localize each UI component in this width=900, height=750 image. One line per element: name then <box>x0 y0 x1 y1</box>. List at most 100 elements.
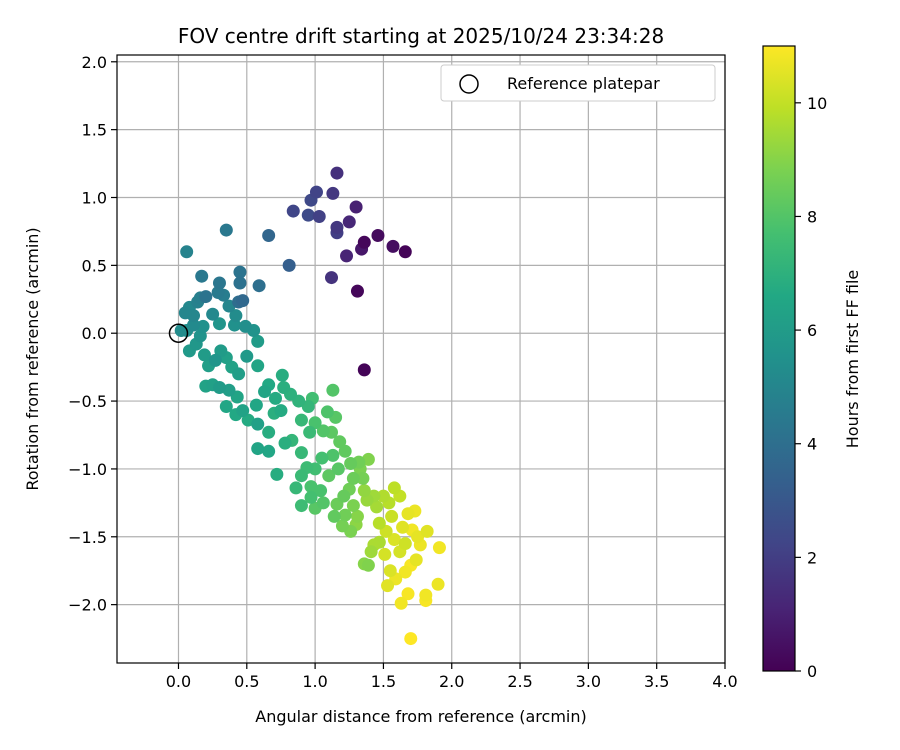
y-tick-label: 0.5 <box>82 256 107 275</box>
colorbar-gradient <box>762 45 796 672</box>
scatter-point <box>420 524 434 538</box>
scatter-point <box>268 391 282 405</box>
scatter-point <box>404 632 418 646</box>
scatter-point <box>228 318 242 332</box>
scatter-point <box>371 229 385 242</box>
scatter-point <box>315 451 329 465</box>
scatter-point <box>308 416 322 430</box>
scatter-point <box>294 413 308 427</box>
legend-label: Reference platepar <box>507 74 660 93</box>
scatter-point <box>401 507 415 521</box>
scatter-point <box>236 294 250 308</box>
scatter-point <box>270 467 284 481</box>
scatter-point <box>212 381 226 394</box>
scatter-point <box>357 484 371 498</box>
scatter-point <box>262 444 276 458</box>
y-tick-label: 1.0 <box>82 189 107 208</box>
scatter-point <box>325 271 339 285</box>
scatter-point <box>411 530 425 544</box>
scatter-point <box>195 269 209 283</box>
scatter-point <box>197 348 211 362</box>
scatter-point <box>401 587 415 601</box>
colorbar-tick-label: 4 <box>807 435 817 454</box>
scatter-point <box>219 400 233 413</box>
scatter-point <box>208 353 222 367</box>
scatter-point <box>289 481 303 495</box>
x-tick-label: 0.0 <box>166 672 191 691</box>
scatter-point <box>278 436 292 450</box>
scatter-point <box>346 499 360 513</box>
x-axis-label: Angular distance from reference (arcmin) <box>255 707 586 726</box>
scatter-point <box>178 306 192 320</box>
scatter-point <box>361 558 375 572</box>
scatter-point <box>294 469 308 483</box>
scatter-point <box>398 245 412 259</box>
scatter-point <box>326 383 340 397</box>
scatter-point <box>236 404 250 418</box>
scatter-point <box>432 541 446 555</box>
y-tick-label: 1.5 <box>82 121 107 140</box>
scatter-point <box>344 457 358 470</box>
y-tick-label: 2.0 <box>82 53 107 72</box>
y-tick-label: −2.0 <box>68 596 107 615</box>
y-tick-label: −0.5 <box>68 392 107 411</box>
scatter-point <box>394 596 408 610</box>
scatter-point <box>240 349 254 363</box>
scatter-point <box>356 471 370 485</box>
scatter-point <box>385 509 399 523</box>
scatter-point <box>330 220 344 234</box>
scatter-point <box>419 588 433 602</box>
scatter-point <box>251 442 265 456</box>
x-tick-label: 4.0 <box>712 672 737 691</box>
scatter-point <box>357 235 371 249</box>
scatter-point <box>206 307 220 321</box>
scatter-point <box>383 564 397 578</box>
scatter-point <box>187 318 201 332</box>
scatter-point <box>314 484 328 498</box>
scatter-point <box>251 359 265 373</box>
scatter-point <box>251 417 265 431</box>
scatter-point <box>294 499 308 513</box>
scatter-point <box>337 489 351 503</box>
scatter-point <box>346 471 360 485</box>
scatter-point <box>338 444 352 458</box>
scatter-point <box>378 547 392 561</box>
scatter-point <box>340 249 354 263</box>
scatter-point <box>322 469 336 483</box>
scatter-point <box>327 509 341 523</box>
scatter-point <box>294 446 308 460</box>
scatter-point <box>338 508 352 522</box>
scatter-point <box>396 520 410 534</box>
scatter-point <box>303 425 317 439</box>
scatter-point <box>277 381 291 394</box>
data-points <box>174 166 446 646</box>
scatter-point <box>409 553 423 567</box>
scatter-point <box>275 368 289 382</box>
scatter-point <box>219 223 233 237</box>
scatter-point <box>301 208 315 222</box>
colorbar-tick-label: 0 <box>807 662 817 681</box>
reference-marker <box>168 323 189 343</box>
scatter-point <box>316 496 330 510</box>
x-tick-label: 2.5 <box>507 672 532 691</box>
scatter-point <box>180 245 194 259</box>
scatter-point <box>330 166 344 180</box>
scatter-point <box>233 265 247 279</box>
scatter-point <box>282 258 296 272</box>
scatter-point <box>372 516 386 530</box>
scatter-point <box>387 533 401 546</box>
x-tick-label: 1.5 <box>371 672 396 691</box>
scatter-point <box>211 286 225 299</box>
colorbar: 0 2 4 6 8 10 Hours from first FF file <box>762 45 862 681</box>
x-tick-label: 0.5 <box>234 672 259 691</box>
scatter-point <box>387 481 401 495</box>
scatter-point <box>262 229 276 242</box>
scatter-point <box>381 579 395 593</box>
x-tick-label: 3.5 <box>644 672 669 691</box>
scatter-point <box>431 577 445 591</box>
scatter-point <box>232 367 246 381</box>
scatter-point <box>286 204 300 218</box>
scatter-point <box>335 519 349 533</box>
legend-box <box>440 64 716 102</box>
y-tick-label: −1.5 <box>68 528 107 547</box>
